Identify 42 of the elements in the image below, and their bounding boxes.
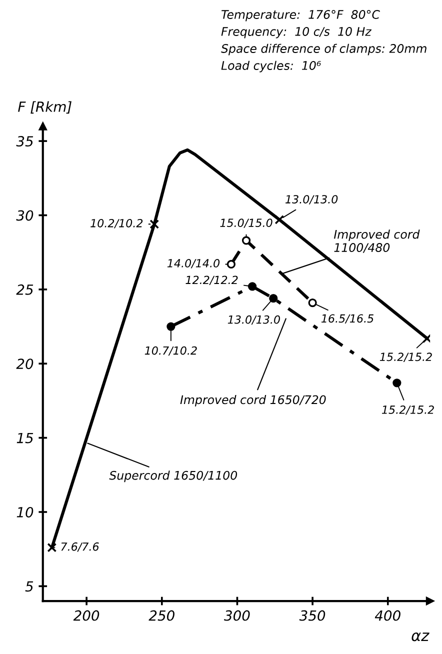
annotation: 10.7/10.2 [144, 346, 197, 356]
y-tick-label: 5 [25, 581, 34, 592]
point [150, 219, 160, 229]
y-tick-label: 10 [16, 506, 34, 518]
point [226, 260, 236, 269]
y-tick-label: 30 [16, 210, 34, 221]
text: Space difference of clamps: 20mm [221, 44, 426, 56]
x-tick-label: 350 [299, 610, 326, 621]
annotation: 14.0/14.0 [167, 259, 220, 268]
x-tick-label: 250 [148, 610, 174, 621]
text: Improved cord 1650/720 [180, 395, 326, 406]
annotation: 12.2/12.2 [186, 276, 238, 286]
point [248, 282, 257, 291]
y-tick-label: 20 [16, 358, 34, 370]
x-tick-label: 400 [374, 610, 400, 621]
y-tick-label: 35 [16, 136, 34, 147]
annotation: 15.2/15.2 [380, 352, 432, 362]
point [242, 236, 251, 245]
text: Improved cord 1100/480 [334, 230, 420, 253]
text: Frequency: 10 c/s 10 Hz [221, 27, 372, 38]
y-axis-title: F [Rkm] [18, 101, 72, 114]
annotation: 15.0/15.0 [220, 218, 272, 228]
point [308, 298, 317, 308]
text: Temperature: 176°F 80°C [222, 10, 380, 22]
point [47, 542, 57, 552]
annotation: 10.2/10.2 [90, 218, 143, 228]
annotation: 13.0/13.0 [228, 315, 280, 325]
x-tick-label: 300 [224, 610, 250, 621]
y-tick-label: 25 [16, 284, 34, 295]
text: Load cycles: 10⁶ [221, 60, 321, 72]
point [274, 214, 284, 224]
x-axis-title: αz [412, 632, 430, 642]
point [269, 294, 278, 303]
x-tick-label: 200 [73, 610, 100, 621]
annotation: 7.6/7.6 [61, 542, 99, 552]
annotation: 16.5/16.5 [321, 314, 374, 324]
point [166, 322, 176, 331]
annotation: 13.0/13.0 [286, 195, 338, 204]
point [392, 378, 402, 388]
y-tick-label: 15 [16, 432, 34, 444]
text: Supercord 1650/1100 [109, 470, 238, 482]
annotation: 15.2/15.2 [382, 406, 434, 415]
